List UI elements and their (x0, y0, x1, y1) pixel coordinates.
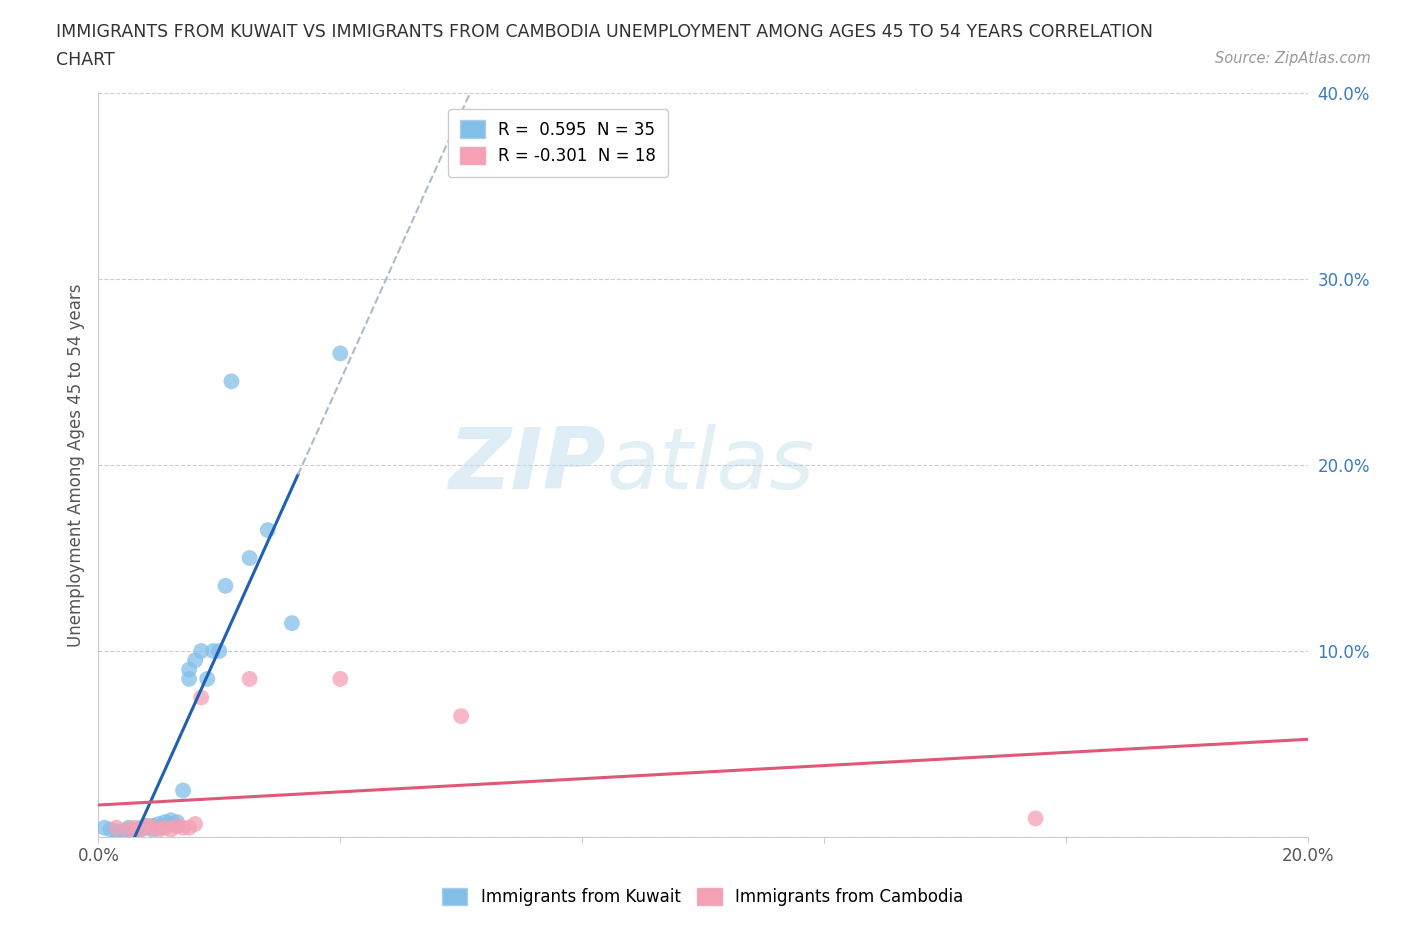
Point (142, 820, 165, 835)
Point (190, 690, 212, 705)
Point (142, 822, 165, 837)
Point (153, 820, 176, 835)
Point (111, 824, 134, 839)
Point (124, 824, 146, 839)
Point (166, 818, 188, 833)
Point (202, 644, 225, 658)
Y-axis label: Unemployment Among Ages 45 to 54 years: Unemployment Among Ages 45 to 54 years (66, 284, 84, 646)
Point (239, 671, 262, 686)
Point (118, 822, 141, 837)
Point (100, 822, 122, 837)
Point (256, 523, 278, 538)
Point (166, 815, 188, 830)
Point (214, 578, 236, 593)
Point (184, 817, 207, 831)
Point (195, 671, 218, 686)
Point (160, 822, 183, 837)
Text: CHART: CHART (56, 51, 115, 69)
Point (93, 820, 115, 835)
Point (329, 346, 352, 361)
Point (148, 820, 170, 835)
Point (172, 783, 194, 798)
Point (124, 820, 146, 835)
Legend: Immigrants from Kuwait, Immigrants from Cambodia: Immigrants from Kuwait, Immigrants from … (436, 881, 970, 912)
Point (118, 820, 141, 835)
Point (239, 551, 262, 565)
Point (153, 815, 176, 830)
Point (166, 818, 188, 833)
Point (135, 818, 157, 833)
Text: ZIP: ZIP (449, 423, 606, 507)
Point (190, 644, 212, 658)
Point (179, 671, 201, 686)
Legend: R =  0.595  N = 35, R = -0.301  N = 18: R = 0.595 N = 35, R = -0.301 N = 18 (449, 109, 668, 177)
Text: Source: ZipAtlas.com: Source: ZipAtlas.com (1215, 51, 1371, 66)
Point (105, 820, 128, 835)
Point (105, 824, 128, 839)
Point (129, 822, 152, 837)
Point (135, 820, 157, 835)
Point (208, 644, 231, 658)
Point (1024, 811, 1046, 826)
Point (153, 818, 176, 833)
Point (118, 822, 141, 837)
Point (148, 822, 170, 837)
Text: atlas: atlas (606, 423, 814, 507)
Point (135, 818, 157, 833)
Point (148, 817, 170, 831)
Point (450, 709, 472, 724)
Point (329, 671, 352, 686)
Point (160, 817, 183, 831)
Point (129, 820, 152, 835)
Point (142, 818, 165, 833)
Point (129, 822, 152, 837)
Point (179, 662, 201, 677)
Text: IMMIGRANTS FROM KUWAIT VS IMMIGRANTS FROM CAMBODIA UNEMPLOYMENT AMONG AGES 45 TO: IMMIGRANTS FROM KUWAIT VS IMMIGRANTS FRO… (56, 23, 1153, 41)
Point (184, 653, 207, 668)
Point (179, 820, 201, 835)
Point (160, 813, 183, 828)
Point (221, 374, 243, 389)
Point (281, 616, 304, 631)
Point (172, 820, 194, 835)
